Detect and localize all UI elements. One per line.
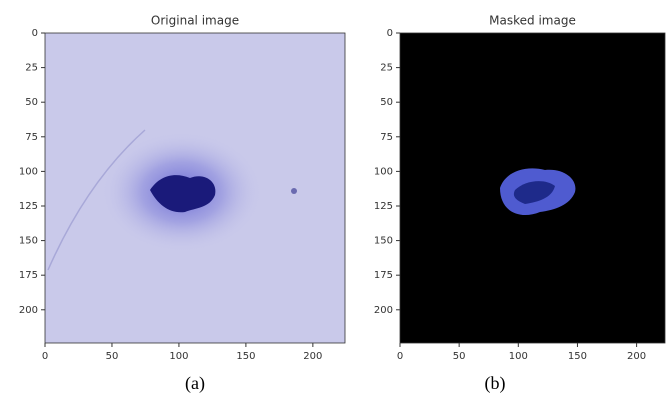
x-tick-label: 50 (453, 351, 466, 362)
x-tick-label: 0 (397, 351, 403, 362)
x-tick-label: 100 (509, 351, 528, 362)
panel-title: Masked image (489, 14, 576, 28)
x-tick-label: 200 (627, 351, 646, 362)
caption: (b) (485, 373, 506, 394)
y-tick-label: 100 (19, 166, 38, 177)
y-tick-label: 75 (380, 132, 393, 143)
x-tick-label: 150 (568, 351, 587, 362)
y-tick-label: 0 (32, 28, 38, 39)
axes-frame (399, 32, 666, 344)
y-tick-label: 150 (374, 236, 393, 247)
y-tick-label: 50 (25, 97, 38, 108)
y-tick-label: 75 (25, 132, 38, 143)
y-tick-label: 150 (19, 236, 38, 247)
y-tick-label: 25 (25, 63, 38, 74)
masked-image (400, 33, 665, 343)
x-tick-label: 0 (42, 351, 48, 362)
y-tick-label: 175 (374, 270, 393, 281)
y-tick-label: 125 (374, 201, 393, 212)
y-tick-label: 50 (380, 97, 393, 108)
y-tick-label: 125 (19, 201, 38, 212)
original-image (45, 33, 345, 343)
y-tick-label: 200 (374, 305, 393, 316)
x-tick-label: 50 (106, 351, 119, 362)
y-tick-label: 175 (19, 270, 38, 281)
x-tick-label: 200 (303, 351, 322, 362)
y-tick-label: 200 (19, 305, 38, 316)
x-tick-label: 150 (236, 351, 255, 362)
y-tick-label: 100 (374, 166, 393, 177)
y-tick-label: 25 (380, 63, 393, 74)
axes-frame (44, 32, 346, 344)
x-tick-label: 100 (169, 351, 188, 362)
panel-title: Original image (151, 14, 239, 28)
caption: (a) (185, 373, 205, 394)
y-tick-label: 0 (387, 28, 393, 39)
